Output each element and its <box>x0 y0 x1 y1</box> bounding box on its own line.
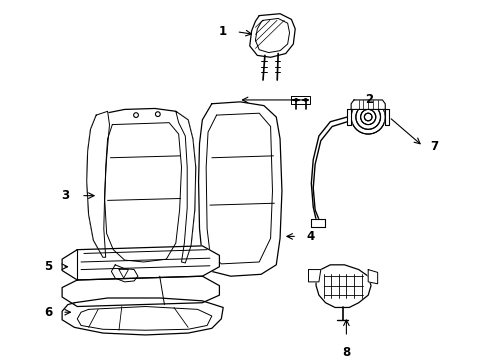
Text: 7: 7 <box>430 140 438 153</box>
Text: 8: 8 <box>343 346 350 359</box>
Polygon shape <box>62 246 220 280</box>
Polygon shape <box>198 102 282 276</box>
Polygon shape <box>111 265 138 282</box>
Polygon shape <box>351 100 385 109</box>
Text: 1: 1 <box>219 25 227 38</box>
Polygon shape <box>368 270 378 284</box>
Polygon shape <box>250 14 295 57</box>
Circle shape <box>351 100 385 134</box>
Polygon shape <box>311 219 324 227</box>
Text: 2: 2 <box>366 94 373 107</box>
Text: 3: 3 <box>62 189 70 202</box>
Polygon shape <box>292 96 310 104</box>
Text: 5: 5 <box>45 260 52 273</box>
Polygon shape <box>87 111 109 257</box>
Text: 6: 6 <box>45 306 52 319</box>
Polygon shape <box>309 270 321 282</box>
Polygon shape <box>316 265 371 307</box>
Polygon shape <box>176 111 196 263</box>
Polygon shape <box>347 109 351 125</box>
Polygon shape <box>385 109 389 125</box>
Polygon shape <box>62 298 223 335</box>
Polygon shape <box>87 108 196 274</box>
Polygon shape <box>62 276 220 306</box>
Text: 4: 4 <box>307 230 315 243</box>
